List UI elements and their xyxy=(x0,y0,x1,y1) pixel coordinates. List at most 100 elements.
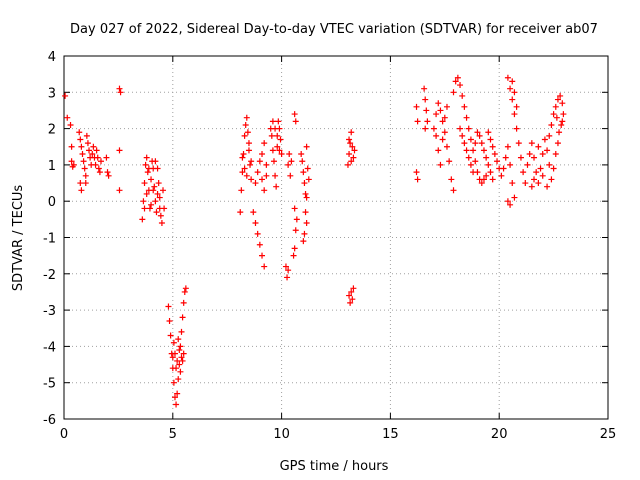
data-point xyxy=(463,147,470,154)
data-point xyxy=(243,172,250,179)
data-point xyxy=(259,151,266,158)
data-point xyxy=(509,180,516,187)
data-point xyxy=(349,296,356,303)
data-point xyxy=(152,158,159,165)
data-point xyxy=(82,172,89,179)
data-point xyxy=(422,96,429,103)
data-point xyxy=(77,136,84,143)
data-point xyxy=(517,154,524,161)
data-point xyxy=(507,85,514,92)
data-point xyxy=(548,121,555,128)
data-point xyxy=(435,147,442,154)
x-tick-label: 25 xyxy=(600,427,617,442)
data-point xyxy=(544,183,551,190)
data-point xyxy=(169,354,176,361)
data-point xyxy=(550,165,557,172)
data-point xyxy=(346,136,353,143)
data-point xyxy=(96,169,103,176)
data-point xyxy=(558,121,565,128)
data-point xyxy=(511,194,518,201)
x-tick-label: 20 xyxy=(491,427,508,442)
data-point xyxy=(176,347,183,354)
data-point xyxy=(64,114,71,121)
data-point xyxy=(470,169,477,176)
data-point xyxy=(535,180,542,187)
data-point xyxy=(480,147,487,154)
data-point xyxy=(459,132,466,139)
data-point xyxy=(175,376,182,383)
data-point xyxy=(414,118,421,125)
data-point xyxy=(298,151,305,158)
data-point xyxy=(81,165,88,172)
data-point xyxy=(174,390,181,397)
data-point xyxy=(256,158,263,165)
data-point xyxy=(560,111,567,118)
data-point xyxy=(441,114,448,121)
data-point xyxy=(526,151,533,158)
data-point xyxy=(261,263,268,270)
data-point xyxy=(154,165,161,172)
data-point xyxy=(489,176,496,183)
data-point xyxy=(485,161,492,168)
data-point xyxy=(157,212,164,219)
data-point xyxy=(180,350,187,357)
data-point xyxy=(89,151,96,158)
x-tick-label: 0 xyxy=(60,427,68,442)
data-point xyxy=(179,314,186,321)
data-point xyxy=(437,107,444,114)
data-point xyxy=(483,154,490,161)
data-point xyxy=(433,132,440,139)
data-point xyxy=(504,74,511,81)
data-point xyxy=(465,154,472,161)
data-point xyxy=(117,89,124,96)
x-tick-label: 15 xyxy=(382,427,399,442)
y-tick-label: -2 xyxy=(43,268,56,283)
data-point xyxy=(82,180,89,187)
data-point xyxy=(344,161,351,168)
data-point xyxy=(170,339,177,346)
data-point xyxy=(141,205,148,212)
data-point xyxy=(346,292,353,299)
data-point xyxy=(78,187,85,194)
data-point xyxy=(259,252,266,259)
y-tick-label: 3 xyxy=(48,86,56,101)
data-point xyxy=(146,205,153,212)
data-point xyxy=(301,180,308,187)
y-tick-label: 1 xyxy=(48,159,56,174)
data-point xyxy=(450,187,457,194)
data-point xyxy=(424,118,431,125)
data-point xyxy=(300,169,307,176)
data-point xyxy=(78,143,85,150)
data-point xyxy=(515,140,522,147)
data-point xyxy=(348,129,355,136)
data-point xyxy=(250,209,257,216)
data-point xyxy=(498,172,505,179)
data-point xyxy=(148,176,155,183)
data-point xyxy=(350,154,357,161)
data-point xyxy=(143,154,150,161)
data-point xyxy=(292,118,299,125)
data-point xyxy=(160,187,167,194)
data-point xyxy=(288,158,295,165)
data-point xyxy=(303,143,310,150)
data-point xyxy=(350,285,357,292)
data-point xyxy=(349,143,356,150)
data-point xyxy=(97,158,104,165)
data-point xyxy=(285,267,292,274)
data-point xyxy=(68,143,75,150)
data-point xyxy=(541,136,548,143)
data-point xyxy=(165,303,172,310)
data-point xyxy=(245,147,252,154)
data-point xyxy=(151,183,158,190)
data-point xyxy=(557,92,564,99)
data-point xyxy=(248,158,255,165)
data-point xyxy=(263,161,270,168)
data-point xyxy=(476,132,483,139)
y-tick-label: -6 xyxy=(43,413,56,428)
data-point xyxy=(252,180,259,187)
data-point xyxy=(150,187,157,194)
data-point xyxy=(145,165,152,172)
data-point xyxy=(509,78,516,85)
data-point xyxy=(290,252,297,259)
